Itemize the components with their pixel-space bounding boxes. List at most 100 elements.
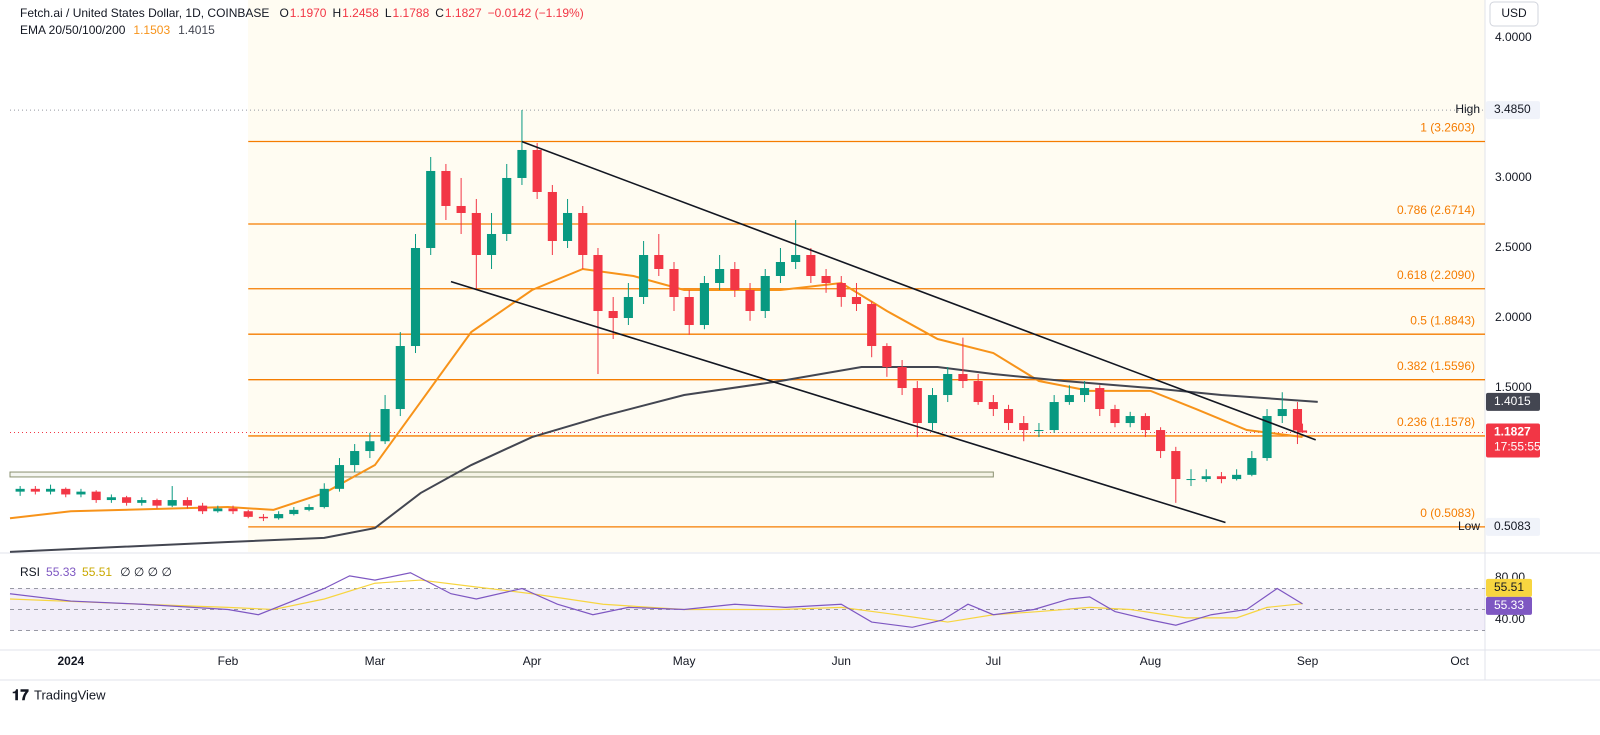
trendline — [450, 280, 1226, 524]
fib-label: 1 (3.2603) — [1420, 121, 1475, 135]
candle-body — [243, 511, 253, 517]
candle-body — [836, 283, 846, 298]
candle-body — [821, 276, 831, 284]
candle-body — [426, 170, 436, 248]
candle-body — [152, 500, 162, 506]
x-tick-label: Sep — [1297, 654, 1319, 668]
candle-body — [456, 205, 466, 213]
candle-body — [122, 497, 132, 503]
fib-label: 0.618 (2.2090) — [1397, 268, 1475, 282]
candle-body — [410, 247, 421, 347]
chart-title: Fetch.ai / United States Dollar, 1D, COI… — [20, 6, 269, 20]
candle-body — [988, 402, 998, 410]
candle-body — [1186, 479, 1196, 481]
candle-body — [1171, 451, 1181, 480]
candle-body — [1064, 395, 1074, 403]
candle-body — [715, 268, 725, 284]
rsi-legend-extra: ∅ ∅ ∅ ∅ — [120, 565, 172, 579]
candle-body — [304, 507, 314, 510]
candle-body — [76, 491, 86, 495]
high-label: 3.4850 — [1494, 102, 1531, 116]
candle-body — [1232, 474, 1242, 480]
candle-body — [198, 505, 208, 512]
y-tick-label: 3.0000 — [1495, 170, 1532, 184]
candle-body — [943, 374, 953, 396]
rsi-value-box — [1486, 596, 1532, 615]
legend-key: O — [279, 6, 288, 20]
candle-body — [775, 261, 786, 276]
rsi-ma-line — [9, 579, 1303, 623]
candle-body — [1216, 476, 1226, 480]
candle-body — [350, 451, 360, 466]
candle-body — [45, 488, 56, 492]
x-tick-label: 2024 — [57, 654, 84, 668]
ema-value: 1.4015 — [178, 23, 215, 37]
candle-body — [730, 268, 740, 291]
x-tick-label: Apr — [523, 654, 542, 668]
logo-text[interactable]: TradingView — [34, 687, 106, 702]
candle-body — [882, 346, 892, 368]
legend-value: 1.1970 — [290, 6, 327, 20]
candle-body — [106, 497, 116, 501]
candle-body — [1297, 430, 1308, 433]
x-tick-label: Jul — [986, 654, 1001, 668]
candle-body — [973, 381, 983, 403]
candle-body — [91, 491, 101, 501]
candle-body — [441, 170, 451, 206]
ema-box — [1486, 392, 1540, 411]
candle-body — [167, 500, 177, 506]
candle-body — [927, 395, 938, 424]
candle-body — [395, 346, 405, 410]
candle-body — [684, 297, 694, 326]
x-tick-label: Mar — [365, 654, 386, 668]
candle-body — [547, 191, 557, 241]
rsi-line — [9, 572, 1303, 628]
legend-change: −0.0142 (−1.19%) — [488, 6, 584, 20]
candle-body — [137, 500, 147, 503]
logo[interactable]: 𝟏𝟕 TradingView — [12, 687, 106, 704]
candle-body — [593, 254, 603, 312]
fib-label: 0.236 (1.1578) — [1397, 415, 1475, 429]
last-price-label: 1.1827 — [1494, 425, 1531, 439]
y-tick-label: 2.0000 — [1495, 310, 1532, 324]
candle-body — [760, 276, 770, 312]
rsi-ma-box — [1486, 578, 1532, 597]
candle-body — [578, 212, 588, 255]
ema-name: EMA 20/50/100/200 — [20, 23, 126, 37]
fib-label: 0.5 (1.8843) — [1410, 313, 1475, 327]
ema-value: 1.1503 — [133, 23, 170, 37]
candle-body — [213, 508, 223, 512]
ema-line — [9, 366, 1318, 553]
legend-value: 1.1827 — [445, 6, 482, 20]
candle-body — [61, 488, 71, 495]
candle-body — [1156, 430, 1166, 452]
candle-body — [1049, 402, 1059, 431]
trendline — [521, 140, 1316, 441]
fib-label: 0.786 (2.6714) — [1397, 203, 1475, 217]
high-title: High — [1455, 102, 1480, 116]
x-tick-label: Jun — [832, 654, 851, 668]
candle-body — [1262, 416, 1272, 459]
currency[interactable]: USD — [1501, 6, 1527, 20]
x-tick-label: Feb — [218, 654, 239, 668]
currency-button[interactable] — [1489, 1, 1539, 27]
candle-body — [897, 367, 907, 389]
candle-body — [1277, 409, 1287, 417]
rsi-name: RSI — [20, 565, 40, 579]
candle-body — [1080, 388, 1090, 396]
candle-body — [1019, 423, 1029, 431]
y-tick-label: 1.5000 — [1495, 380, 1532, 394]
fib-background — [248, 0, 1485, 552]
rsi-tick-label: 40.00 — [1495, 612, 1525, 626]
high-box — [1486, 101, 1540, 120]
fib-label: 0.382 (1.5596) — [1397, 359, 1475, 373]
candle-body — [851, 297, 862, 305]
candle-body — [380, 409, 390, 442]
legend-key: L — [385, 6, 392, 20]
candle-body — [791, 254, 801, 262]
candle-body — [608, 311, 618, 319]
rsi-value-label: 55.33 — [1494, 598, 1524, 612]
candle-body — [471, 212, 481, 255]
rsi-legend-ma: 55.51 — [82, 565, 112, 579]
candle-body — [334, 465, 345, 489]
